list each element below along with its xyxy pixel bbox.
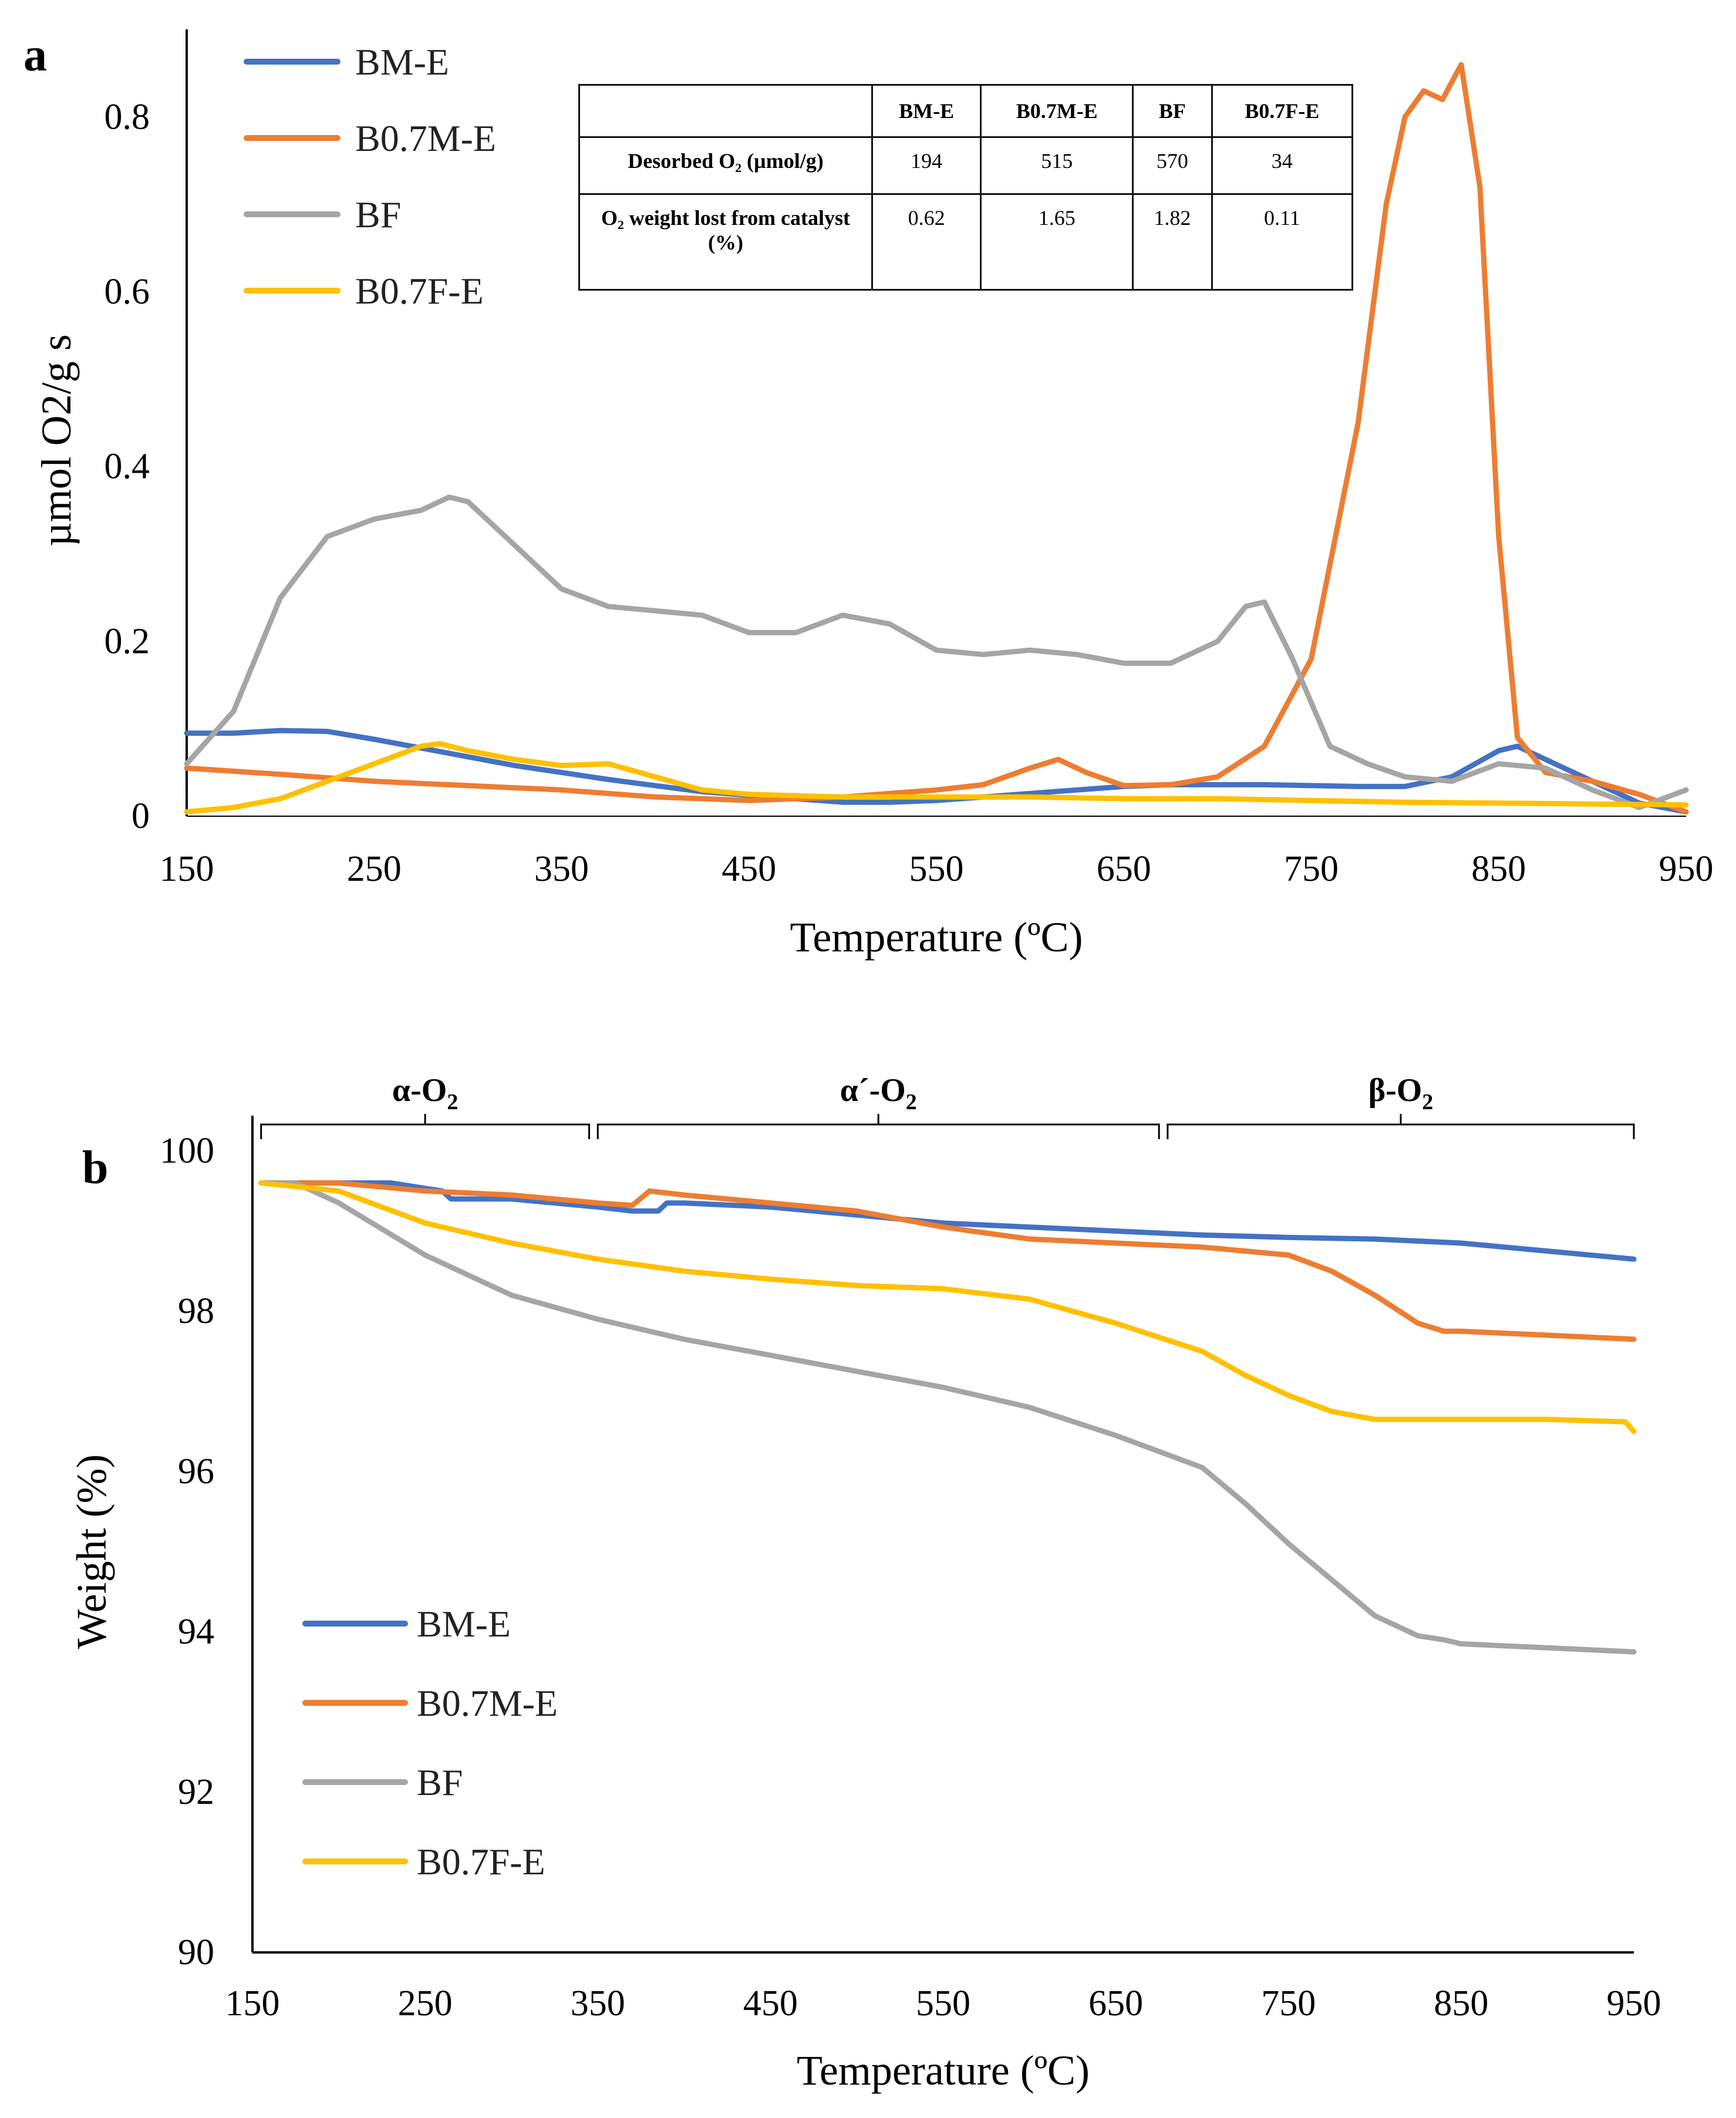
x-axis-label: Temperature (ºC) xyxy=(797,2047,1090,2094)
legend-label: BM-E xyxy=(417,1603,511,1645)
y-axis-label: µmol O2/g s xyxy=(33,334,80,547)
series-line-bm-e xyxy=(258,1180,1637,1262)
table-header-bf: BF xyxy=(1132,84,1213,138)
y-axis-label: Weight (%) xyxy=(68,1454,115,1649)
legend-label: BF xyxy=(355,194,401,235)
table-cell: 1.65 xyxy=(980,193,1134,291)
series-line-b07m-e xyxy=(258,1180,1637,1342)
panel-label: b xyxy=(82,1142,109,1194)
x-tick-label: 850 xyxy=(1471,849,1526,889)
x-tick-label: 350 xyxy=(534,849,589,889)
table-header-bme: BM-E xyxy=(871,84,982,138)
x-axis-label: Temperature (ºC) xyxy=(790,914,1083,961)
table-cell: 1.82 xyxy=(1132,193,1213,291)
x-tick-label: 350 xyxy=(571,1984,625,2023)
oxygen-desorption-table: BM-E B0.7M-E BF B0.7F-E Desorbed O₂ (µmo… xyxy=(578,84,1354,291)
x-tick-label: 150 xyxy=(160,849,214,889)
region-label: α-O2 xyxy=(392,1072,458,1114)
y-tick-label: 98 xyxy=(178,1291,214,1331)
legend-label: BM-E xyxy=(355,41,449,83)
table-row: O₂ weight lost from catalyst (%) 0.62 1.… xyxy=(578,193,1354,291)
x-tick-label: 650 xyxy=(1097,849,1151,889)
x-tick-label: 750 xyxy=(1261,1984,1316,2023)
region-label: β-O2 xyxy=(1368,1072,1434,1114)
y-tick-label: 0.6 xyxy=(105,272,150,312)
y-tick-label: 0.2 xyxy=(105,621,150,661)
legend-label: BF xyxy=(417,1762,463,1803)
region-bracket xyxy=(1167,1114,1635,1139)
x-tick-label: 250 xyxy=(347,849,402,889)
panel-label: a xyxy=(23,29,47,81)
table-header-b07fe: B0.7F-E xyxy=(1211,84,1354,138)
legend-label: B0.7F-E xyxy=(417,1841,545,1883)
panel-a: 150 250 350 450 550 650 750 850 950 0 0.2 0.4 0.6 0.8… xyxy=(23,29,1714,961)
series-line-b07f-e xyxy=(258,1180,1637,1435)
x-tick-label: 450 xyxy=(722,849,776,889)
y-tick-label: 94 xyxy=(178,1612,214,1652)
x-tick-label: 550 xyxy=(909,849,964,889)
y-tick-label: 90 xyxy=(178,1932,214,1972)
x-tick-label: 150 xyxy=(225,1984,280,2023)
table-header-b07me: B0.7M-E xyxy=(980,84,1134,138)
legend-label: B0.7M-E xyxy=(355,117,496,159)
table-cell: 34 xyxy=(1211,136,1354,195)
table-cell: 0.62 xyxy=(871,193,982,291)
x-tick-label: 650 xyxy=(1088,1984,1143,2023)
table-row-label: Desorbed O₂ (µmol/g) xyxy=(578,136,873,195)
series-line-bm-e xyxy=(184,728,1689,815)
table-cell: 194 xyxy=(871,136,982,195)
legend-label: B0.7M-E xyxy=(417,1682,558,1724)
table-cell: 515 xyxy=(980,136,1134,195)
region-label: α´-O2 xyxy=(840,1072,917,1114)
y-tick-label: 100 xyxy=(160,1131,214,1171)
table-cell: 570 xyxy=(1132,136,1213,195)
x-tick-label: 850 xyxy=(1434,1984,1488,2023)
series-line-b07f-e xyxy=(184,741,1689,815)
region-bracket xyxy=(260,1114,591,1139)
series-line-b07m-e xyxy=(184,62,1689,815)
table-corner-cell xyxy=(578,84,873,138)
y-tick-label: 0 xyxy=(132,796,150,836)
x-tick-label: 950 xyxy=(1607,1984,1661,2023)
y-tick-label: 96 xyxy=(178,1452,214,1491)
table-row: Desorbed O₂ (µmol/g) 194 515 570 34 xyxy=(578,136,1354,195)
x-tick-label: 550 xyxy=(916,1984,970,2023)
x-tick-label: 250 xyxy=(398,1984,453,2023)
y-tick-label: 92 xyxy=(178,1772,214,1812)
x-tick-label: 450 xyxy=(743,1984,798,2023)
panel-b: 150 250 350 450 550 650 750 850 950 90 92 94 96 98 100… xyxy=(68,1072,1661,2094)
table-cell: 0.11 xyxy=(1211,193,1354,291)
table-row-label: O₂ weight lost from catalyst (%) xyxy=(578,193,873,291)
y-tick-label: 0.4 xyxy=(105,447,150,487)
region-bracket xyxy=(596,1114,1160,1139)
x-tick-label: 750 xyxy=(1284,849,1339,889)
x-tick-label: 950 xyxy=(1659,849,1714,889)
legend-label: B0.7F-E xyxy=(355,270,484,312)
series-line-bf xyxy=(184,494,1689,810)
y-tick-label: 0.8 xyxy=(105,97,150,137)
series-line-bf xyxy=(258,1180,1637,1655)
